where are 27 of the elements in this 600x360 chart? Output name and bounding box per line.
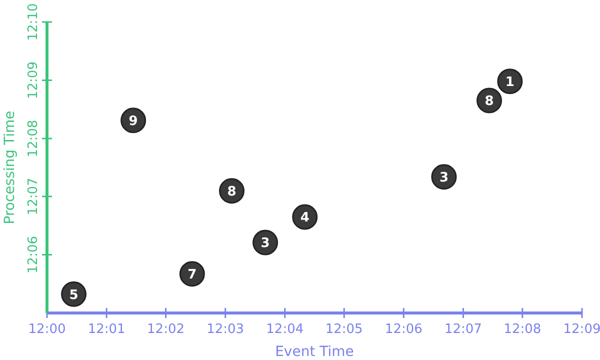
y-tick-label: 12:06 xyxy=(26,236,41,274)
annotation: 9 xyxy=(128,114,138,130)
x-tick-label: 12:07 xyxy=(444,322,482,337)
annotation: 8 xyxy=(227,184,236,200)
y-axis-title: Processing Time xyxy=(2,110,18,224)
x-tick-label: 12:08 xyxy=(504,322,542,337)
annotation: 4 xyxy=(300,210,310,226)
annotation: 1 xyxy=(505,74,514,90)
x-tick-label: 12:03 xyxy=(206,322,244,337)
x-tick-label: 12:09 xyxy=(563,322,600,337)
x-tick-label: 12:06 xyxy=(384,322,422,337)
y-tick-label: 12:09 xyxy=(26,62,41,100)
y-tick-label: 12:07 xyxy=(26,178,41,216)
point xyxy=(497,68,523,94)
annotation: 8 xyxy=(484,94,494,110)
annotation: 5 xyxy=(69,288,78,303)
x-tick-label: 12:02 xyxy=(147,322,185,337)
annotation: 3 xyxy=(439,170,448,186)
y-tick-label: 12:10 xyxy=(26,3,41,41)
y-tick-label: 12:08 xyxy=(26,120,41,158)
x-axis-title: Event Time xyxy=(275,344,354,360)
annotation: 7 xyxy=(188,268,197,283)
annotation: 3 xyxy=(260,236,270,252)
x-tick-label: 12:00 xyxy=(28,322,66,337)
x-tick-label: 12:01 xyxy=(88,322,126,337)
x-tick-label: 12:04 xyxy=(266,322,304,337)
x-tick-label: 12:05 xyxy=(325,322,363,337)
